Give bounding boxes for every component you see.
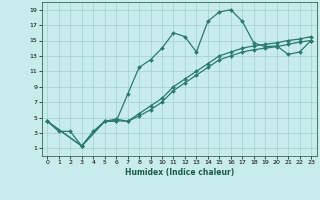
X-axis label: Humidex (Indice chaleur): Humidex (Indice chaleur) <box>124 168 234 177</box>
